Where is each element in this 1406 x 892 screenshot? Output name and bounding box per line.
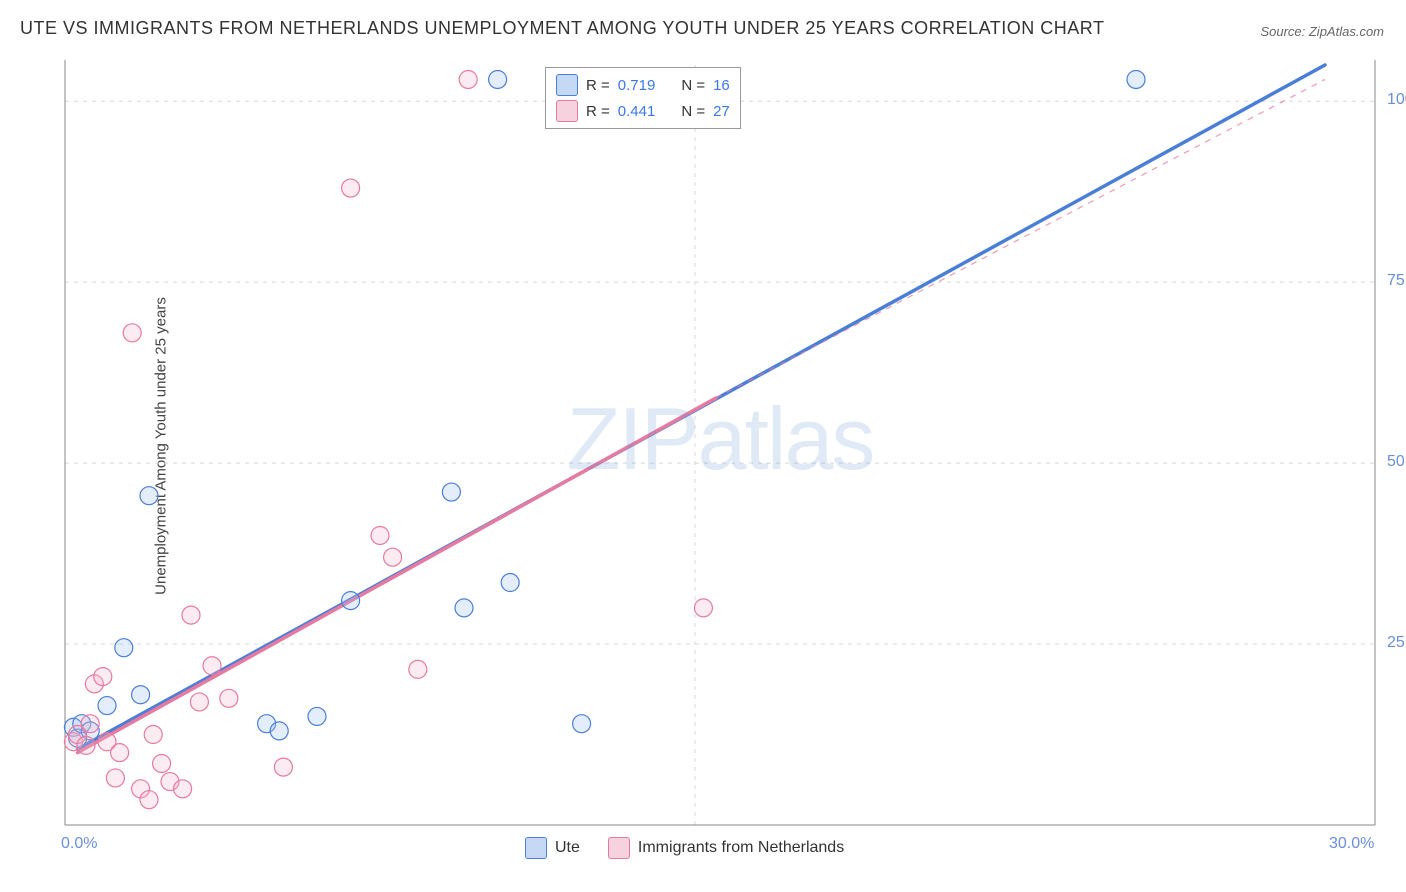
legend-swatch — [556, 74, 578, 96]
legend-r-label: R = — [586, 103, 610, 120]
scatter-chart-svg — [55, 55, 1385, 855]
y-tick-label: 25.0% — [1387, 634, 1406, 652]
chart-title: UTE VS IMMIGRANTS FROM NETHERLANDS UNEMP… — [20, 18, 1104, 39]
legend-n-label: N = — [681, 77, 705, 94]
legend-swatch — [608, 837, 630, 859]
y-tick-label: 100.0% — [1387, 91, 1406, 109]
series-legend-label: Immigrants from Netherlands — [638, 839, 844, 857]
correlation-legend: R = 0.719 N = 16 R = 0.441 N = 27 — [545, 67, 741, 129]
legend-swatch — [556, 100, 578, 122]
series-legend-item: Ute — [525, 837, 580, 859]
legend-n-label: N = — [681, 103, 705, 120]
series-legend-label: Ute — [555, 839, 580, 857]
legend-n-value: 27 — [713, 103, 730, 120]
x-tick-label: 0.0% — [61, 835, 97, 853]
y-tick-label: 75.0% — [1387, 272, 1406, 290]
legend-swatch — [525, 837, 547, 859]
source-attribution: Source: ZipAtlas.com — [1260, 24, 1384, 39]
x-tick-label: 30.0% — [1329, 835, 1374, 853]
legend-r-value: 0.719 — [618, 77, 656, 94]
legend-row: R = 0.441 N = 27 — [556, 98, 730, 124]
series-legend: Ute Immigrants from Netherlands — [525, 837, 844, 859]
legend-r-label: R = — [586, 77, 610, 94]
legend-n-value: 16 — [713, 77, 730, 94]
legend-r-value: 0.441 — [618, 103, 656, 120]
legend-row: R = 0.719 N = 16 — [556, 72, 730, 98]
y-tick-label: 50.0% — [1387, 453, 1406, 471]
series-legend-item: Immigrants from Netherlands — [608, 837, 844, 859]
chart-plot-area: ZIPatlas R =0.719N =16R =0.441N =27 UteI… — [55, 55, 1385, 855]
